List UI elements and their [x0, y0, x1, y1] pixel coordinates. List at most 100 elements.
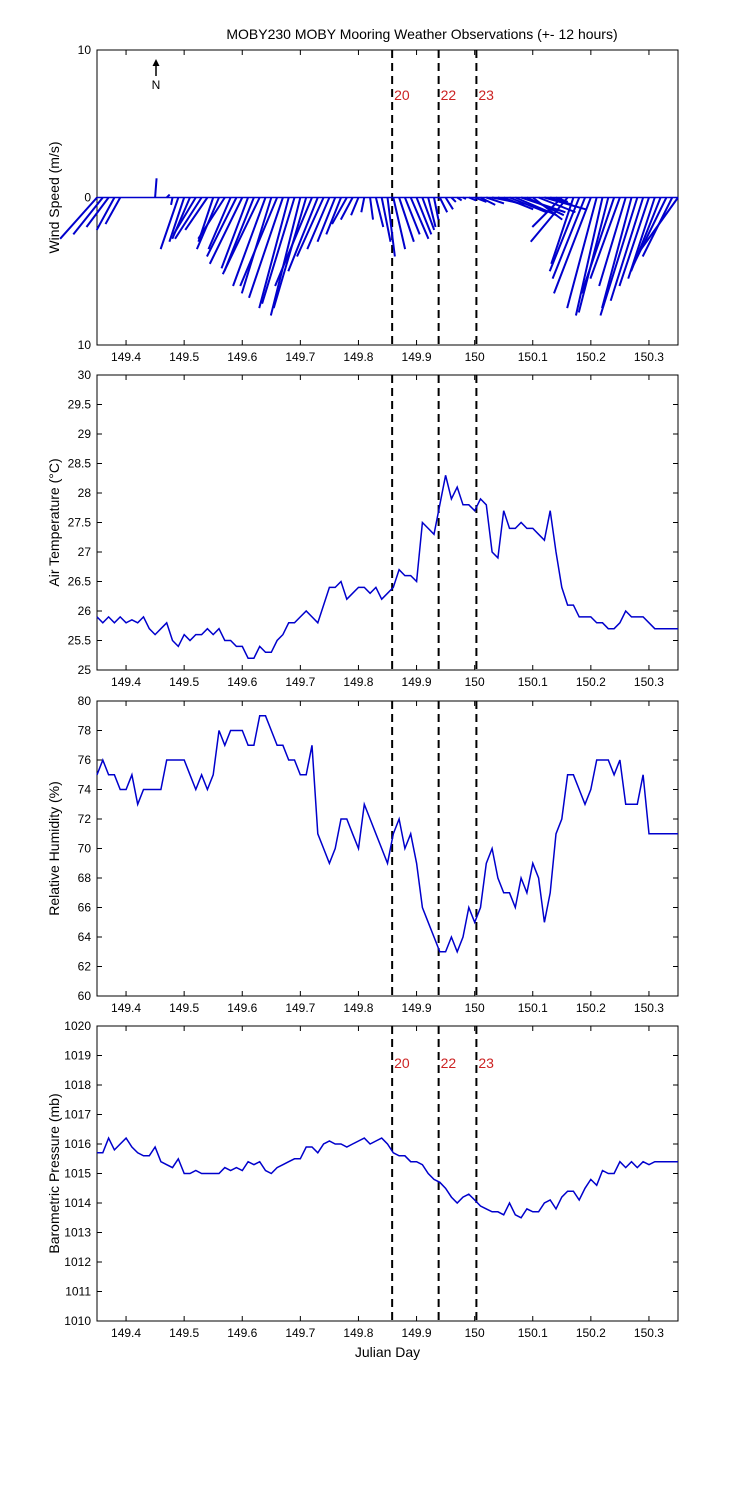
wind-stick	[274, 197, 313, 287]
event-label: 22	[441, 87, 457, 103]
y-tick-label: 1011	[65, 1285, 91, 1299]
wind-stick	[427, 197, 437, 228]
wind-stick	[85, 196, 110, 228]
wind-stick	[174, 196, 203, 240]
plot-frame	[96, 700, 679, 997]
x-tick-label: 149.8	[343, 1326, 373, 1340]
north-arrow-icon: N	[152, 59, 160, 92]
wind-stick	[197, 196, 226, 240]
wind-stick	[550, 197, 575, 265]
y-tick-label: 70	[78, 842, 92, 856]
wind-stick	[532, 196, 563, 221]
wind-stick	[339, 197, 354, 221]
wind-stick	[580, 197, 616, 294]
wind-stick	[485, 196, 505, 205]
event-label: 23	[478, 1055, 494, 1071]
wind-stick	[261, 197, 296, 304]
wind-stick	[415, 197, 433, 235]
y-tick-label: 72	[78, 812, 92, 826]
x-tick-label: 149.9	[402, 1001, 432, 1015]
x-tick-label: 150.2	[576, 675, 606, 689]
wind-stick	[325, 197, 342, 235]
x-tick-label: 149.7	[285, 675, 315, 689]
wind-stick	[566, 197, 598, 309]
plot-frame	[96, 374, 679, 671]
y-tick-label: 26	[78, 604, 92, 618]
y-axis-label: Barometric Pressure (mb)	[46, 1093, 62, 1253]
wind-stick	[589, 197, 621, 279]
wind-stick	[154, 178, 158, 198]
y-tick-label: 76	[78, 753, 92, 767]
x-tick-label: 150	[465, 1001, 485, 1015]
y-tick-label: 1010	[64, 1314, 91, 1328]
x-tick-label: 149.5	[169, 675, 199, 689]
wind-stick	[633, 197, 668, 265]
wind-stick	[577, 197, 610, 313]
wind-stick	[618, 197, 650, 287]
wind-stick	[438, 197, 449, 213]
y-tick-label: 27.5	[68, 516, 92, 530]
wind-stick	[380, 197, 392, 242]
x-axis-label: Julian Day	[355, 1344, 420, 1360]
x-tick-label: 150.2	[576, 1326, 606, 1340]
y-tick-label: 1019	[64, 1049, 91, 1063]
y-tick-label: 29.5	[68, 398, 92, 412]
x-tick-label: 149.4	[111, 1001, 141, 1015]
wind-stick	[640, 196, 679, 250]
wind-stick	[599, 197, 639, 316]
x-tick-label: 150.3	[634, 1001, 664, 1015]
x-tick-label: 149.9	[402, 675, 432, 689]
x-tick-label: 150.3	[634, 1326, 664, 1340]
x-tick-label: 149.6	[227, 350, 257, 364]
wind-stick	[269, 197, 302, 316]
x-tick-label: 149.5	[169, 1001, 199, 1015]
wind-stick	[548, 197, 581, 272]
wind-stick	[207, 197, 232, 250]
wind-stick	[248, 197, 284, 299]
x-tick-label: 149.5	[169, 350, 199, 364]
y-tick-label: 1016	[64, 1137, 91, 1151]
wind-stick	[553, 197, 592, 294]
wind-stick	[462, 196, 467, 200]
x-tick-label: 150.1	[518, 675, 548, 689]
wind-stick	[509, 196, 547, 214]
event-label: 20	[394, 1055, 410, 1071]
wind-stick	[95, 197, 116, 231]
wind-stick	[529, 196, 569, 243]
y-axis-label: Air Temperature (°C)	[46, 458, 62, 586]
y-tick-label: 1013	[64, 1226, 91, 1240]
x-tick-label: 150.3	[634, 675, 664, 689]
x-tick-label: 149.8	[343, 1001, 373, 1015]
wind-stick	[168, 197, 186, 243]
wind-stick	[450, 196, 457, 203]
wind-stick	[551, 197, 586, 279]
wind-stick	[159, 197, 180, 250]
chart-panel-3: 149.4 149.5 149.6 149.7 149.8 149.9 150 150.1 15…	[46, 694, 679, 1015]
wind-stick	[258, 197, 290, 309]
x-tick-label: 149.7	[285, 1001, 315, 1015]
y-tick-label: 25	[78, 663, 92, 677]
y-tick-label: 1020	[64, 1019, 91, 1033]
wind-stick	[549, 196, 573, 206]
y-tick-label: 60	[78, 989, 92, 1003]
wind-stick	[386, 197, 396, 257]
wind-stick	[239, 197, 279, 287]
x-tick-label: 149.8	[343, 350, 373, 364]
wind-stick	[72, 196, 104, 235]
y-tick-label: 27	[78, 545, 92, 559]
wind-stick	[206, 197, 238, 257]
wind-stick	[172, 196, 197, 235]
wind-stick	[531, 196, 563, 228]
y-tick-label: 1018	[64, 1078, 91, 1092]
wind-stick	[601, 197, 633, 309]
wind-stick	[104, 197, 122, 225]
x-tick-label: 149.6	[227, 675, 257, 689]
y-tick-label: 25.5	[68, 634, 92, 648]
y-tick-label: 1017	[64, 1108, 91, 1122]
chart-panel-2: 149.4 149.5 149.6 149.7 149.8 149.9 150 150.1 15…	[46, 368, 679, 689]
wind-stick	[232, 197, 267, 287]
wind-stick	[404, 197, 421, 235]
x-tick-label: 149.4	[111, 350, 141, 364]
wind-stick	[474, 196, 487, 203]
